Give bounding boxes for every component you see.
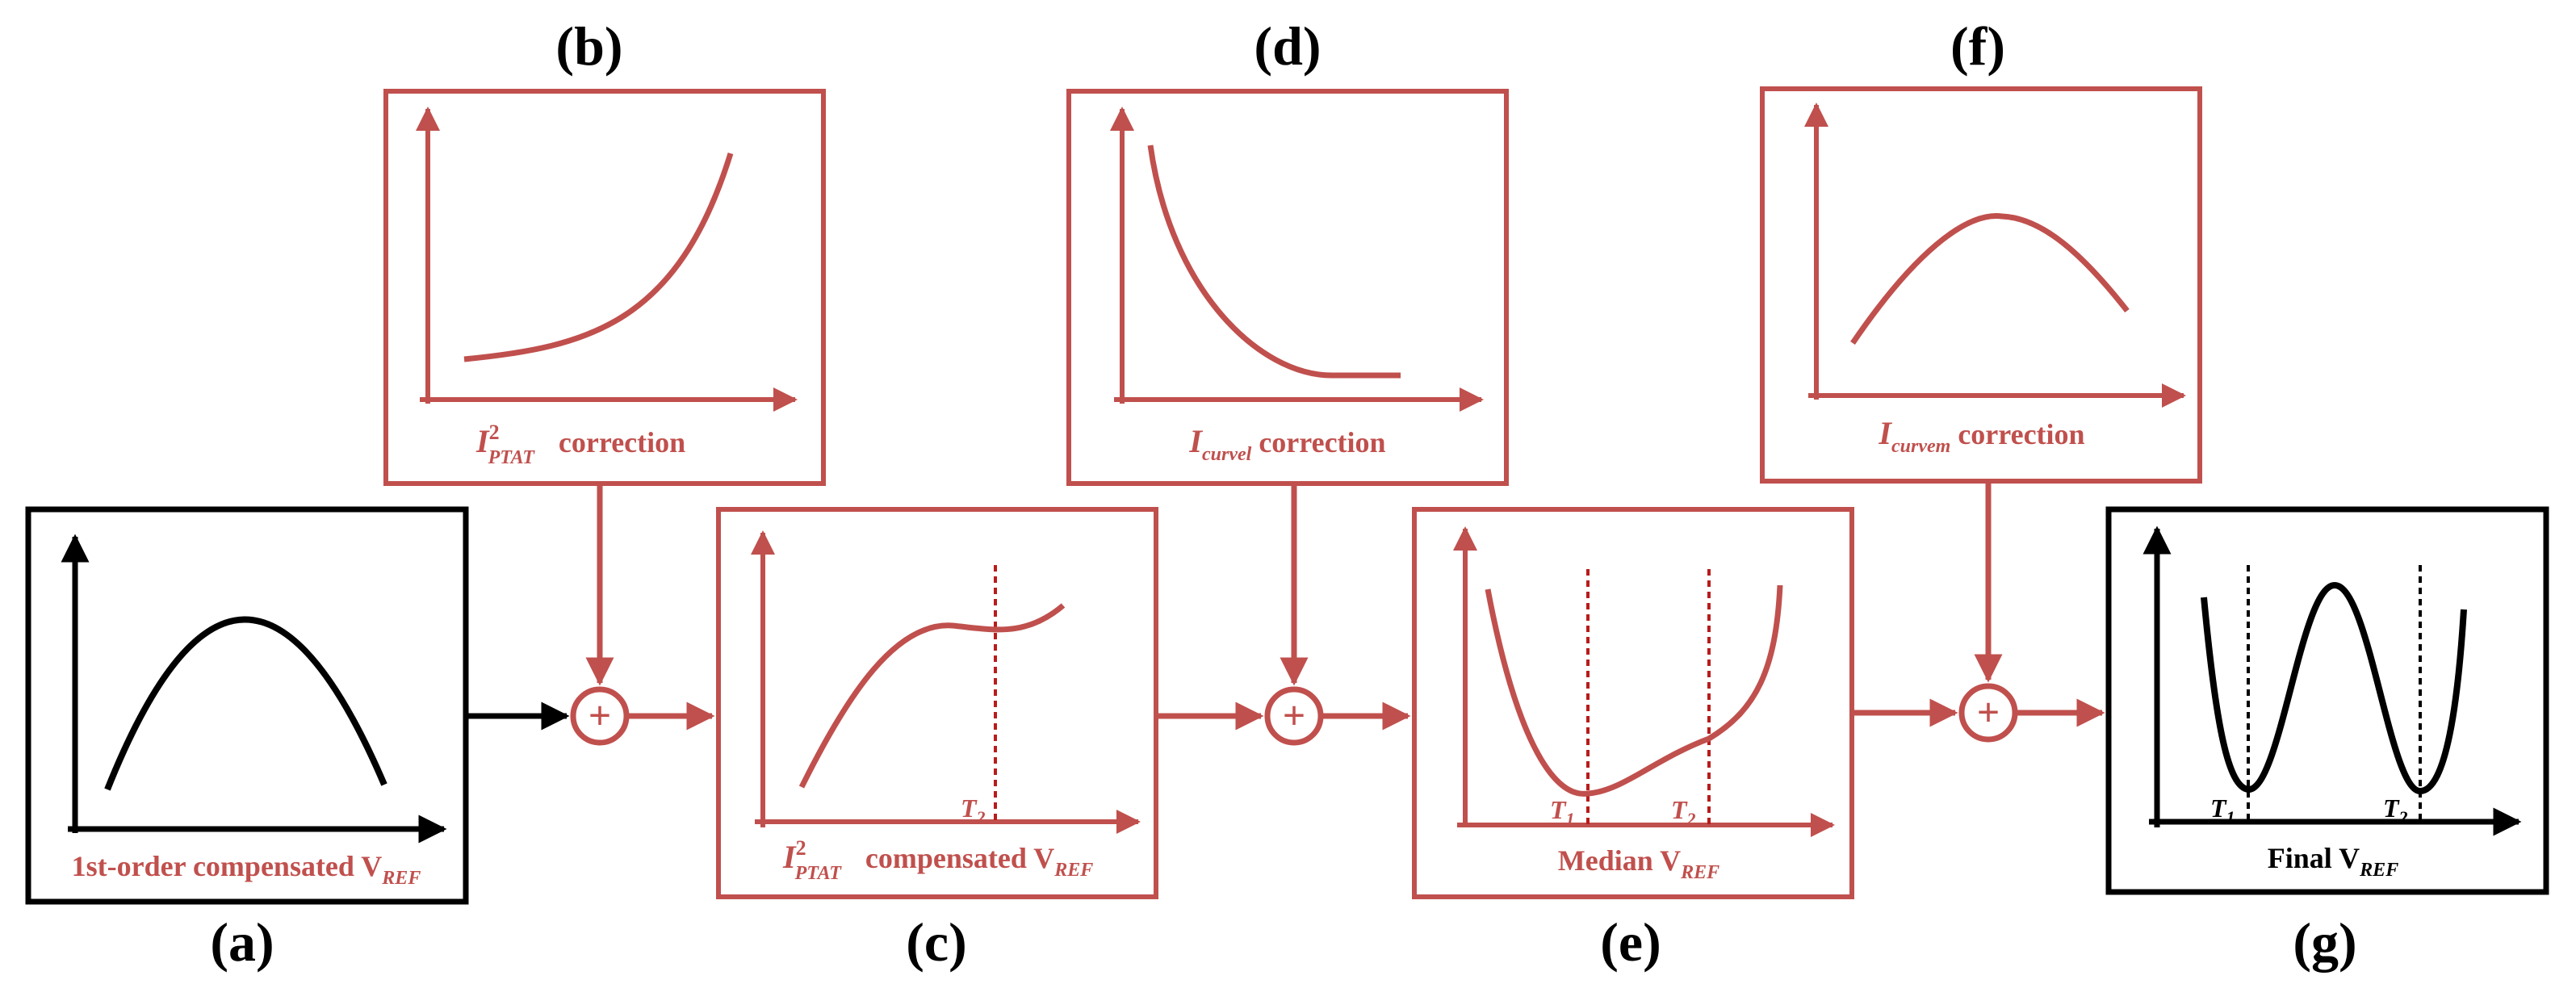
panel-e-caption: Median VREF [1558,844,1719,883]
panel-e-curve [1485,584,1783,797]
sum-node-1: + [570,686,630,746]
sum-node-2: + [1264,686,1324,746]
panel-a-frame [25,506,469,905]
panel-a-caption: 1st-order compensated VREF [72,850,421,889]
panel-d: Icurvel correction [1066,89,1509,486]
panel-a: 1st-order compensated VREF [25,506,469,905]
panel-d-caption: Icurvel correction [1188,423,1385,465]
panel-c: T2 I2 PTAT compensated VREF [716,507,1158,899]
panel-d-curve [1147,144,1401,379]
panel-label-b: (b) [555,15,622,77]
panel-b-frame [383,89,826,486]
panel-e-t2-label: T2 [1671,795,1696,829]
sum-node-2-plus: + [1283,693,1306,738]
panel-e-frame [1412,507,1854,899]
panel-b-caption: I2 PTAT correction [475,421,685,468]
panel-c-curve [798,603,1066,789]
panel-g-frame [2105,506,2549,895]
panel-g-curve [2201,581,2467,795]
panel-f-curve [1850,213,2130,345]
panel-label-d: (d) [1254,15,1321,77]
panel-a-curve [104,616,387,791]
panel-e: T1 T2 Median VREF [1412,507,1854,899]
panel-b-curve [463,152,734,362]
panel-d-frame [1066,89,1509,486]
panel-f-frame [1760,86,2202,484]
sum-node-3: + [1958,683,2018,743]
panel-c-caption: I2 PTAT compensated VREF [782,836,1093,884]
panel-label-a: (a) [210,911,274,973]
panel-g: T1 T2 Final VREF [2105,506,2549,895]
panel-c-frame [716,507,1158,899]
panel-f-caption: Icurvem correction [1878,415,2084,457]
panel-g-caption: Final VREF [2268,842,2398,881]
panel-e-t1-label: T1 [1550,795,1575,829]
sum-node-3-plus: + [1977,689,2000,735]
panel-c-t2-label: T2 [961,794,986,827]
panel-label-c: (c) [906,911,967,973]
panel-label-e: (e) [1600,911,1661,973]
sum-node-1-plus: + [589,693,612,738]
panel-label-g: (g) [2293,911,2356,973]
panel-b: I2 PTAT correction [383,89,826,486]
panel-f: Icurvem correction [1760,86,2202,484]
panel-label-f: (f) [1950,15,2005,77]
panel-g-t1-label: T1 [2210,794,2235,827]
panel-g-t2-label: T2 [2383,794,2408,827]
